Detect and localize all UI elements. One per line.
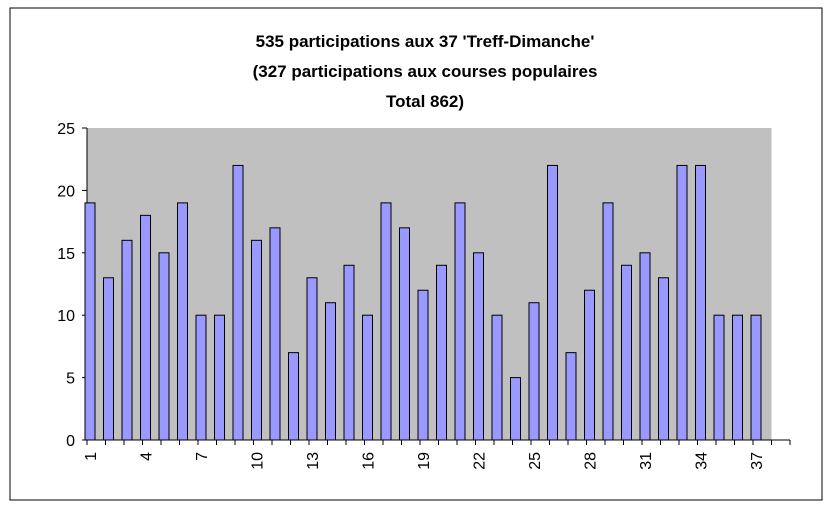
- bar: [510, 377, 521, 441]
- bar: [658, 277, 669, 441]
- bar: [399, 227, 410, 441]
- bar: [695, 164, 706, 441]
- bar: [121, 239, 133, 441]
- bar: [362, 314, 373, 441]
- bar: [473, 252, 484, 441]
- bar: [306, 277, 318, 441]
- bar: [547, 164, 558, 441]
- bar: [602, 202, 614, 441]
- bar: [732, 314, 743, 441]
- chart-title: Total 862): [386, 92, 464, 111]
- bar: [251, 239, 262, 441]
- bar: [491, 314, 503, 441]
- x-tick-label: 7: [194, 452, 211, 461]
- x-tick-label: 22: [472, 452, 489, 470]
- x-tick-label: 10: [250, 452, 267, 470]
- y-tick-label: 25: [57, 121, 75, 138]
- bar: [528, 302, 540, 441]
- bar: [214, 314, 225, 441]
- x-tick-label: 13: [305, 452, 322, 470]
- bar: [380, 202, 392, 441]
- bar: [343, 264, 355, 441]
- bar: [269, 227, 281, 441]
- bar: [417, 289, 429, 441]
- bar: [584, 289, 595, 441]
- bar: [195, 314, 207, 441]
- bar: [288, 352, 299, 441]
- y-tick-label: 20: [57, 183, 75, 200]
- chart-title: (327 participations aux courses populair…: [253, 62, 598, 81]
- bar: [713, 314, 725, 441]
- bar: [84, 202, 96, 441]
- bar: [565, 352, 577, 441]
- x-tick-label: 31: [638, 452, 655, 470]
- bar: [140, 214, 151, 441]
- bar: [177, 202, 188, 441]
- bar: [639, 252, 651, 441]
- bar: [454, 202, 466, 441]
- bar: [232, 164, 244, 441]
- x-tick-label: 25: [527, 452, 544, 470]
- bar: [325, 302, 336, 441]
- y-tick-label: 5: [66, 371, 75, 388]
- y-tick-label: 10: [57, 308, 75, 325]
- chart-title: 535 participations aux 37 'Treff-Dimanch…: [256, 32, 595, 51]
- bar: [103, 277, 114, 441]
- bar: [621, 264, 632, 441]
- bar: [750, 314, 762, 441]
- y-tick-label: 0: [66, 433, 75, 450]
- bar: [676, 164, 688, 441]
- y-tick-label: 15: [57, 246, 75, 263]
- x-tick-label: 1: [83, 452, 100, 461]
- bar: [158, 252, 170, 441]
- x-tick-label: 16: [361, 452, 378, 470]
- x-tick-label: 4: [139, 452, 156, 461]
- x-tick-label: 28: [583, 452, 600, 470]
- x-tick-label: 19: [416, 452, 433, 470]
- bar: [436, 264, 447, 441]
- x-tick-label: 37: [749, 452, 766, 470]
- x-tick-label: 34: [694, 452, 711, 470]
